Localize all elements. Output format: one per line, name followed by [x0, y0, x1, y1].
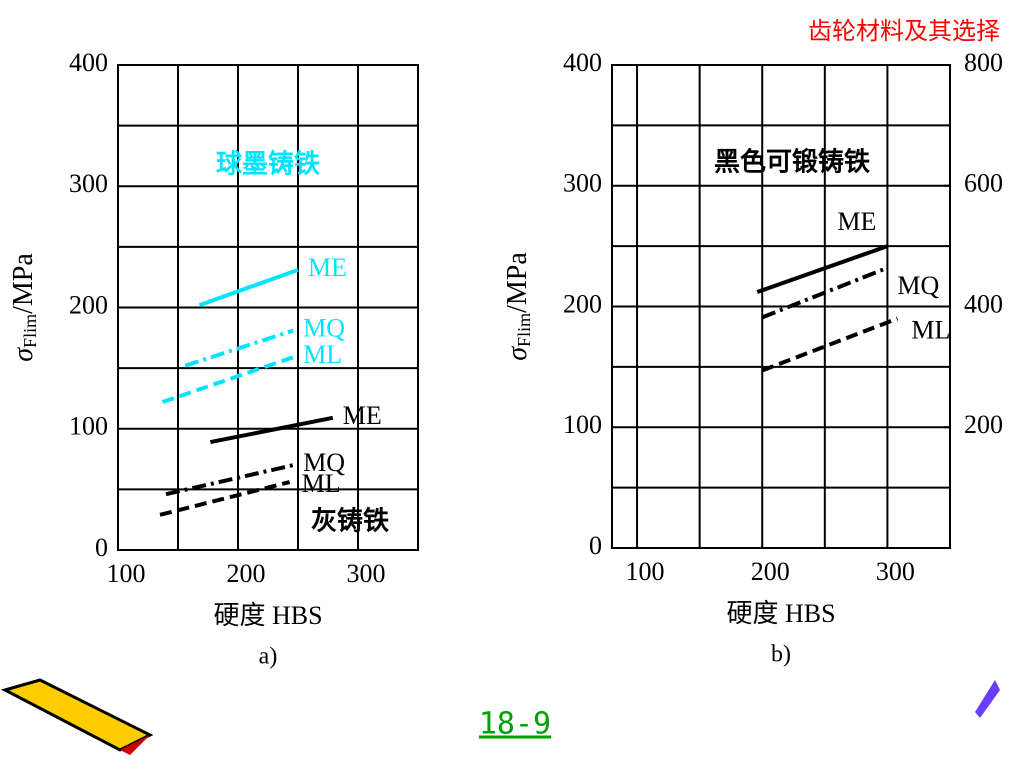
y-axis-label-part: /MPa: [8, 253, 39, 314]
x-tick-label: 200: [227, 559, 266, 588]
y2-tick-label: 800: [964, 48, 1003, 77]
y-axis-label: σFlim/MPa: [8, 253, 40, 362]
x-axis-label: 硬度 HBS: [213, 601, 322, 630]
y2-tick-label: 400: [964, 289, 1003, 318]
series-label: ML: [303, 340, 342, 369]
y2-tick-label: 200: [964, 410, 1003, 439]
pencil-decoration: [0, 678, 1000, 755]
series-line: [210, 415, 334, 445]
y-axis-label-part: Flim: [514, 313, 534, 347]
y-axis-label: σFlim/MPa: [502, 252, 534, 361]
plot-frame: [117, 64, 419, 551]
y-axis-label-part: σ: [502, 346, 533, 361]
caption: b): [771, 642, 791, 668]
x-tick-label: 100: [107, 559, 146, 588]
y-axis-label-part: σ: [8, 347, 39, 362]
series-line: [756, 244, 889, 294]
y-tick-label: 400: [563, 48, 602, 77]
annotation: 黑色可锻铸铁: [714, 147, 870, 178]
y-tick-label: 400: [69, 48, 108, 77]
series-line: [159, 480, 291, 517]
chart: 0 100 200 300 400 100 200 300 200 400 600 800 ME MQ ML…: [502, 48, 1003, 668]
y-tick-label: 0: [589, 531, 602, 560]
series-label: ME: [343, 401, 382, 430]
y-tick-label: 200: [563, 289, 602, 318]
series-label: MQ: [897, 271, 939, 300]
y-tick-label: 0: [95, 533, 108, 562]
y-axis-label-part: /MPa: [502, 252, 533, 313]
series-label: ML: [302, 469, 341, 498]
series-label: ME: [308, 253, 347, 282]
series-label: MQ: [303, 314, 345, 343]
y-tick-label: 200: [69, 290, 108, 319]
y2-tick-label: 600: [964, 169, 1003, 198]
series-line: [184, 328, 294, 368]
series-line: [161, 355, 294, 404]
caption: a): [259, 644, 278, 670]
y-tick-label: 300: [69, 169, 108, 198]
x-tick-label: 100: [626, 557, 665, 586]
annotation: 球墨铸铁: [216, 149, 320, 180]
x-tick-label: 300: [876, 557, 915, 586]
series-line: [198, 268, 299, 307]
y-tick-label: 100: [563, 410, 602, 439]
series-line: [761, 266, 889, 320]
slide-title: 齿轮材料及其选择: [808, 17, 1000, 45]
x-axis-label: 硬度 HBS: [726, 599, 835, 628]
y-axis-label-part: Flim: [20, 314, 40, 348]
x-tick-label: 300: [347, 559, 386, 588]
y-tick-label: 300: [563, 169, 602, 198]
x-tick-label: 200: [751, 557, 790, 586]
series-label: ML: [911, 316, 950, 345]
annotation: 灰铸铁: [311, 506, 389, 537]
y-tick-label: 100: [69, 412, 108, 441]
series-label: MQ: [303, 448, 345, 477]
series-line: [761, 316, 899, 373]
page-number: 18-9: [479, 707, 551, 742]
series-label: ME: [837, 207, 876, 236]
series-line: [165, 463, 294, 497]
